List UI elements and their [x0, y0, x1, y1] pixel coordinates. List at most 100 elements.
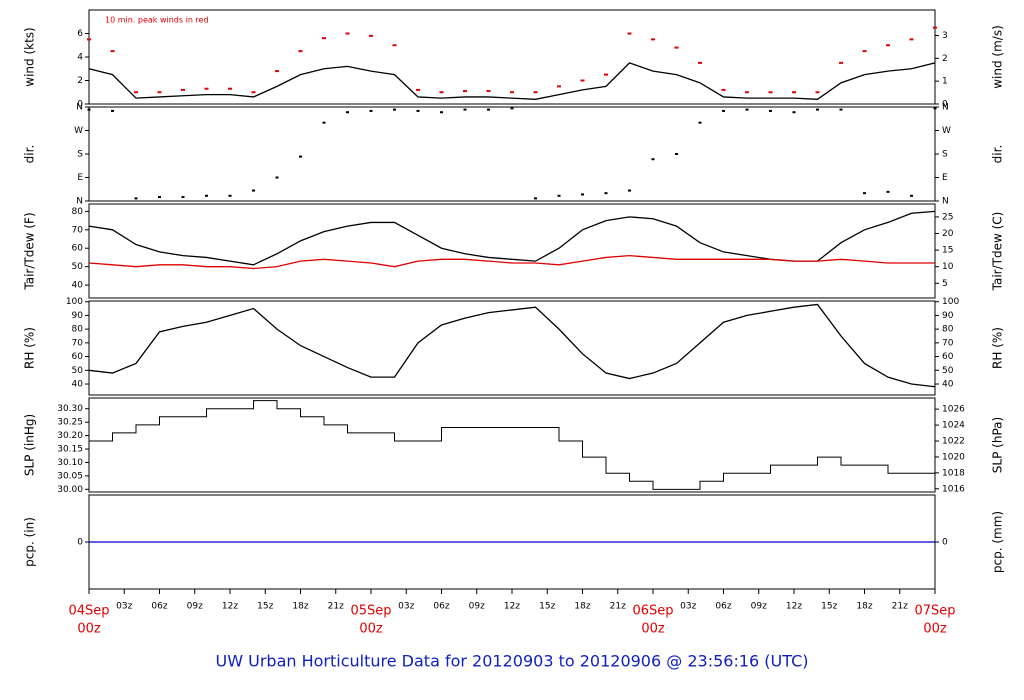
data-point [87, 108, 91, 111]
y2-tick-label: 1020 [942, 452, 965, 462]
data-point [392, 44, 397, 47]
data-point [111, 109, 114, 112]
y-tick-label: 70 [72, 338, 84, 348]
y-axis-label: pcp. (in) [23, 517, 37, 567]
data-point [510, 91, 514, 94]
y2-tick-label: 70 [942, 338, 954, 348]
y2-tick-label: N [942, 197, 949, 207]
y-tick-label: 30.25 [57, 418, 83, 428]
x-tick-label: 12z [222, 602, 238, 612]
y-tick-label: 80 [72, 207, 84, 217]
data-point [181, 88, 185, 91]
data-point [839, 61, 843, 64]
y-axis-label: RH (%) [23, 327, 37, 369]
data-line [88, 254, 935, 270]
data-point [698, 61, 702, 64]
x-tick-label: 07Sep [914, 604, 955, 619]
data-point [745, 108, 749, 111]
x-tick-label: 06Sep [632, 604, 673, 619]
y-tick-label: 100 [66, 297, 83, 307]
data-point [721, 88, 726, 91]
data-point [487, 108, 490, 111]
x-tick-label: 18z [856, 602, 872, 612]
y-axis-label: dir. [23, 145, 37, 164]
data-point [463, 108, 467, 111]
x-tick-sublabel: 00z [923, 622, 947, 637]
y2-tick-label: 2 [942, 54, 948, 64]
data-point [369, 109, 373, 112]
data-point [651, 38, 655, 41]
data-point [228, 194, 232, 197]
y-tick-label: E [77, 173, 83, 183]
y-axis-label: SLP (inHg) [23, 414, 37, 476]
data-point [322, 37, 326, 40]
annotation: 10 min. peak winds in red [105, 16, 209, 25]
data-line [88, 62, 936, 100]
y2-tick-label: 1022 [942, 437, 965, 447]
data-point [863, 192, 866, 195]
y2-tick-label: N [942, 103, 949, 113]
x-tick-label: 03z [680, 602, 696, 612]
y-tick-label: 30.05 [57, 471, 83, 481]
y-tick-label: 50 [72, 262, 84, 272]
y2-tick-label: 90 [942, 311, 954, 321]
y2-tick-label: 1024 [942, 421, 965, 431]
x-tick-label: 09z [469, 602, 485, 612]
y2-axis-label: pcp. (mm) [991, 511, 1005, 573]
x-tick-label: 03z [398, 602, 414, 612]
panel-frame [88, 203, 936, 299]
x-tick-label: 18z [574, 602, 590, 612]
data-point [886, 44, 890, 47]
y-tick-label: 90 [72, 311, 84, 321]
x-tick-label: 21z [328, 602, 344, 612]
data-point [651, 158, 655, 161]
y2-tick-label: 1 [942, 77, 948, 87]
data-point [722, 109, 725, 112]
data-point [769, 109, 772, 112]
y2-tick-label: 25 [942, 212, 953, 222]
y2-tick-label: E [942, 173, 948, 183]
x-tick-sublabel: 00z [641, 622, 665, 637]
data-point [533, 91, 538, 94]
data-point [886, 190, 890, 193]
data-point [534, 197, 537, 200]
x-tick-label: 06z [715, 602, 731, 612]
data-point [557, 194, 561, 197]
data-point [322, 121, 326, 124]
x-tick-label: 15z [257, 602, 273, 612]
x-tick-label: 12z [504, 602, 520, 612]
y-tick-label: 30.10 [57, 458, 83, 468]
data-point [486, 90, 491, 93]
data-point [181, 196, 185, 199]
y-tick-label: 40 [72, 380, 84, 390]
data-point [816, 108, 819, 111]
y2-tick-label: 15 [942, 246, 953, 256]
y2-tick-label: 0 [942, 538, 948, 548]
y-tick-label: 30.15 [57, 445, 83, 455]
data-point [862, 50, 867, 53]
x-tick-label: 18z [292, 602, 308, 612]
y-axis-label: wind (kts) [23, 27, 37, 86]
data-point [628, 189, 631, 192]
data-point [157, 91, 162, 94]
data-point [933, 26, 937, 29]
y2-tick-label: 60 [942, 352, 954, 362]
y-tick-label: 40 [72, 281, 84, 291]
data-point [581, 193, 584, 196]
data-point [345, 32, 350, 35]
data-point [792, 91, 796, 94]
y-tick-label: W [74, 126, 83, 136]
y2-tick-label: 10 [942, 262, 954, 272]
y2-axis-label: Tair/Tdew (C) [991, 212, 1005, 292]
data-point [933, 107, 937, 110]
data-point [604, 73, 608, 76]
y2-tick-label: 100 [942, 297, 959, 307]
y-tick-label: 30.00 [57, 485, 83, 495]
y2-tick-label: 40 [942, 380, 954, 390]
data-point [604, 192, 608, 195]
y-tick-label: 0 [77, 100, 83, 110]
data-point [839, 108, 843, 111]
data-point [910, 194, 913, 197]
y2-tick-label: 80 [942, 325, 954, 335]
